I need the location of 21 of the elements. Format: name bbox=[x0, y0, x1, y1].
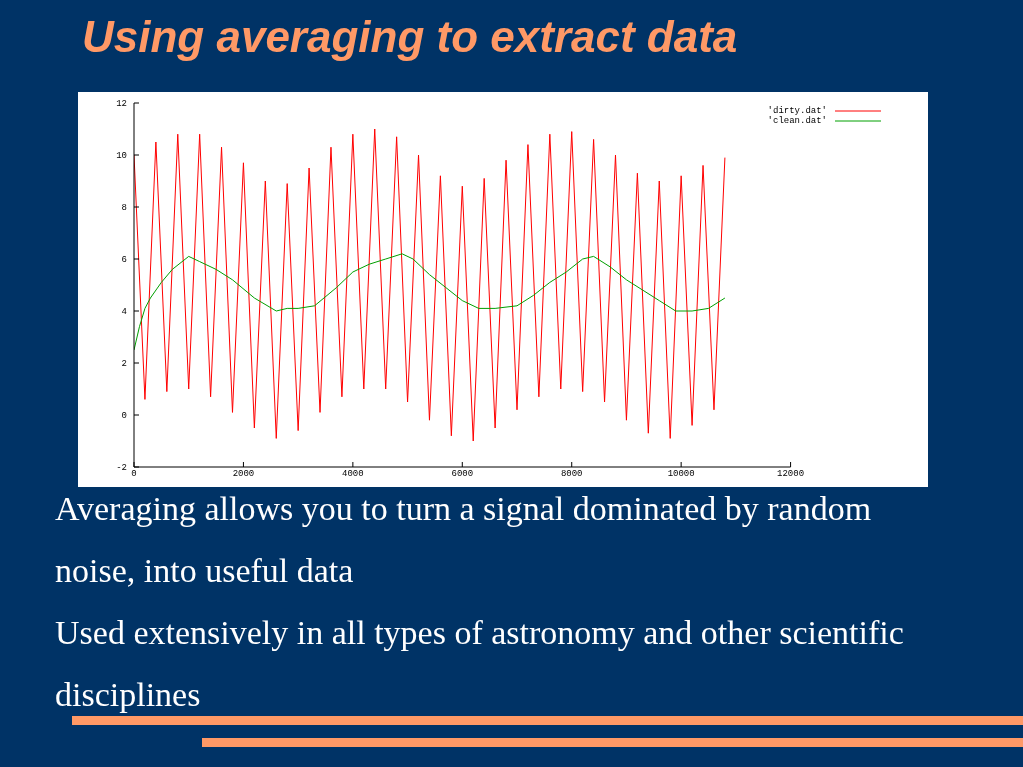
text: 'clean.dat' bbox=[767, 116, 827, 126]
x-tick-label: 6000 bbox=[451, 469, 474, 480]
y-tick-label: 2 bbox=[121, 359, 127, 370]
x-tick-label: 0 bbox=[131, 469, 137, 480]
y-tick-label: 0 bbox=[121, 411, 127, 422]
x-tick-label: 10000 bbox=[667, 469, 695, 480]
y-tick-label: 10 bbox=[116, 151, 127, 162]
text: Used extensively in all types of astronomy and other scientific disciplines bbox=[55, 613, 905, 715]
x-tick-label: 4000 bbox=[342, 469, 364, 480]
text: Averaging allows you to turn a signal dominated by random noise, into useful data bbox=[55, 489, 873, 591]
y-tick-label: 12 bbox=[116, 99, 127, 110]
x-tick-label: 12000 bbox=[777, 469, 805, 480]
line-series bbox=[134, 128, 726, 442]
y-tick-label: 4 bbox=[121, 307, 127, 318]
x-tick-label: 2000 bbox=[232, 469, 255, 480]
y-tick-label: 6 bbox=[121, 255, 127, 266]
x-tick-label: 8000 bbox=[560, 469, 583, 480]
chart-title: Using averaging to extract data bbox=[82, 12, 738, 62]
y-tick-label: -2 bbox=[116, 463, 127, 474]
text: 'dirty.dat' bbox=[767, 106, 827, 116]
y-tick-label: 8 bbox=[121, 203, 127, 214]
